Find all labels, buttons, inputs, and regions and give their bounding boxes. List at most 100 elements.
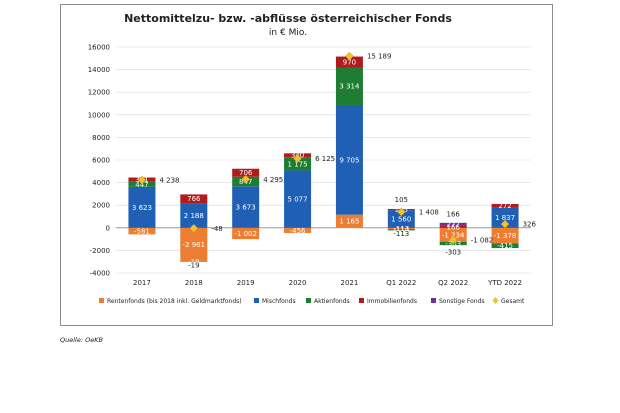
bar-segment xyxy=(387,210,415,228)
y-tick-label: 12000 xyxy=(88,89,110,97)
x-tick-label: 2017 xyxy=(133,279,151,287)
x-tick-label: 2020 xyxy=(289,279,307,287)
data-label: 1 165 xyxy=(339,218,359,226)
bar-segment xyxy=(387,227,415,230)
data-label: 1 837 xyxy=(495,214,515,222)
data-label: -581 xyxy=(134,228,150,236)
data-label: 2 188 xyxy=(184,212,204,220)
chart-frame: Nettomittelzu- bzw. -abflüsse österreich… xyxy=(60,4,553,326)
chart-subtitle: in € Mio. xyxy=(269,28,307,38)
data-label: 3 314 xyxy=(339,83,360,91)
legend-swatch xyxy=(254,298,259,303)
y-tick-label: 14000 xyxy=(88,66,110,74)
bar-segment xyxy=(335,104,363,215)
data-label: 3 673 xyxy=(236,204,256,212)
bar-segment xyxy=(387,229,415,231)
data-label: 706 xyxy=(239,169,253,177)
total-marker xyxy=(396,207,406,217)
data-label: 1 560 xyxy=(391,215,411,223)
bar-segment xyxy=(232,168,260,177)
data-label: 1 175 xyxy=(288,160,308,168)
bar-segment xyxy=(284,170,312,228)
total-label: -48 xyxy=(211,225,222,233)
y-tick-label: 4000 xyxy=(92,179,110,187)
bar-segment xyxy=(335,214,363,228)
legend-label: Immobilienfonds xyxy=(367,298,417,305)
stacked-bar-chart: Nettomittelzu- bzw. -abflüsse österreich… xyxy=(88,12,537,305)
data-label: 272 xyxy=(498,202,511,210)
y-tick-label: 10000 xyxy=(88,111,110,119)
total-marker xyxy=(500,219,510,229)
x-tick-label: Q1 2022 xyxy=(386,279,416,287)
x-tick-label: 2021 xyxy=(341,279,359,287)
total-label: 326 xyxy=(523,221,537,229)
total-marker xyxy=(137,175,147,185)
data-label: -113 xyxy=(393,230,409,238)
data-label: 105 xyxy=(395,196,408,204)
bar-segment xyxy=(284,227,312,233)
legend-label: Sonstige Fonds xyxy=(439,298,484,305)
bar-segment xyxy=(232,186,260,228)
data-label: 166 xyxy=(447,223,461,231)
data-label: 3 623 xyxy=(132,204,152,212)
bar-segment xyxy=(128,186,156,228)
data-label: -456 xyxy=(290,227,306,235)
total-marker xyxy=(345,51,354,61)
legend-swatch xyxy=(99,298,104,303)
legend-swatch xyxy=(359,298,364,303)
data-label: -1 234 xyxy=(442,231,465,239)
legend-swatch xyxy=(492,297,499,304)
x-tick-label: YTD 2022 xyxy=(487,279,522,287)
data-label: 166 xyxy=(447,211,461,219)
legend-label: Aktienfonds xyxy=(314,298,350,305)
bar-segment xyxy=(491,207,519,228)
data-label: -19 xyxy=(188,258,199,266)
total-marker xyxy=(241,174,251,184)
bar-segment xyxy=(439,227,467,242)
x-tick-label: 2019 xyxy=(237,279,255,287)
legend-swatch xyxy=(431,298,436,303)
bar-segment xyxy=(439,225,467,228)
total-label: 4 238 xyxy=(159,176,179,184)
bar-segment xyxy=(232,227,260,240)
data-label: -303 xyxy=(445,249,461,257)
data-label: -1 002 xyxy=(234,230,257,238)
data-label: -415 xyxy=(497,242,513,250)
bar-segment xyxy=(491,227,519,244)
data-label: 447 xyxy=(135,181,148,189)
bar-segment xyxy=(335,56,363,68)
data-label: 970 xyxy=(343,59,356,67)
legend-label: Gesamt xyxy=(501,298,525,305)
bar-segment xyxy=(180,261,208,262)
data-label: -1 378 xyxy=(494,232,517,240)
total-label: 15 189 xyxy=(367,53,392,61)
bar-segment xyxy=(128,181,156,187)
chart-title: Nettomittelzu- bzw. -abflüsse österreich… xyxy=(124,12,452,25)
y-tick-label: -2000 xyxy=(90,247,110,255)
bar-segment xyxy=(335,67,363,105)
total-label: 6 125 xyxy=(315,155,335,163)
bar-segment xyxy=(491,243,519,249)
y-tick-label: 2000 xyxy=(92,202,110,210)
source-note: Quelle: OeKB xyxy=(60,336,103,344)
bar-segment xyxy=(491,203,519,208)
data-label: 277 xyxy=(447,221,460,229)
data-label: 9 705 xyxy=(339,156,359,164)
y-tick-label: -4000 xyxy=(90,270,110,278)
x-tick-label: Q2 2022 xyxy=(438,279,468,287)
bar-segment xyxy=(180,203,208,228)
data-label: -114 xyxy=(393,226,409,234)
data-label: 766 xyxy=(187,195,201,203)
total-marker xyxy=(448,235,458,245)
y-tick-label: 16000 xyxy=(88,44,110,52)
bar-segment xyxy=(180,227,208,262)
data-label: 5 077 xyxy=(288,196,308,204)
bar-segment xyxy=(128,227,156,235)
legend-swatch xyxy=(306,298,311,303)
legend-label: Rentenfonds (bis 2018 inkl. Geldmarktfon… xyxy=(107,298,242,305)
bar-segment xyxy=(284,157,312,171)
y-tick-label: 8000 xyxy=(92,134,110,142)
data-label: -19 xyxy=(188,262,199,270)
legend-label: Mischfonds xyxy=(262,298,296,305)
bar-segment xyxy=(439,222,467,226)
